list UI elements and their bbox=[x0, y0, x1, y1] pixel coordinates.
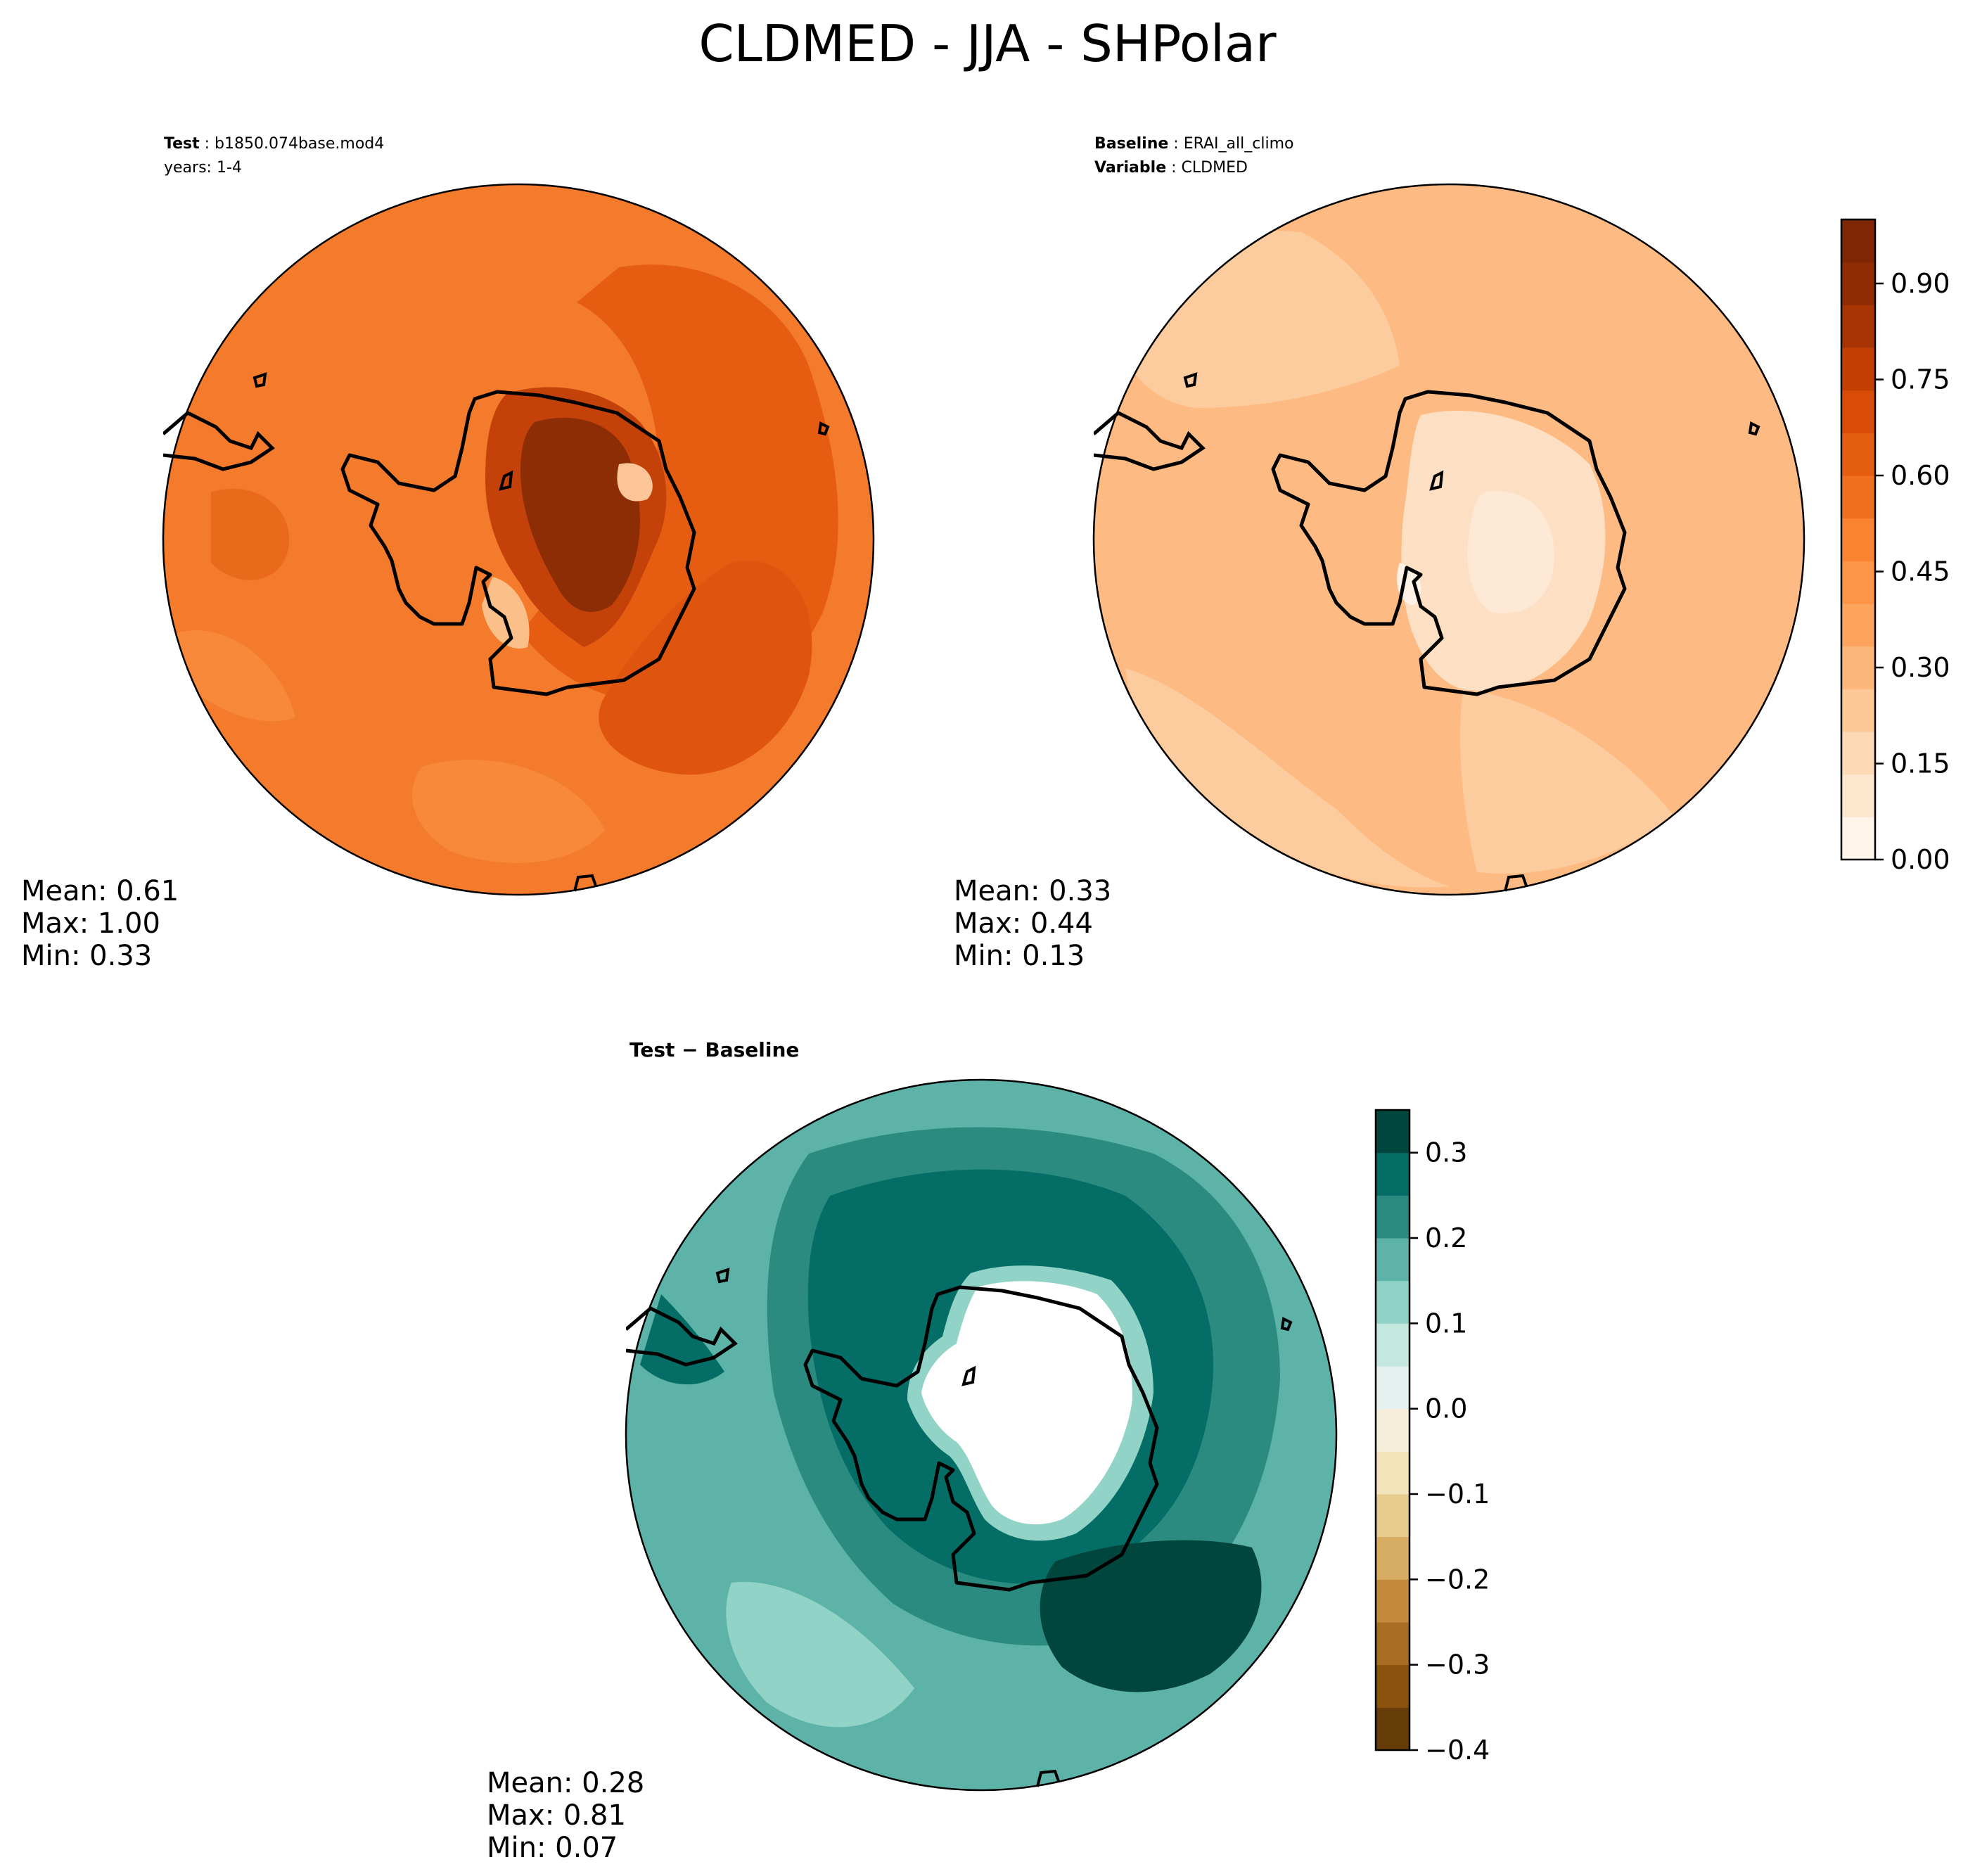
colorbar-diff-swatch bbox=[1376, 1323, 1410, 1367]
colorbar-diff-tick-label: −0.3 bbox=[1425, 1650, 1490, 1680]
colorbar-diff-frame bbox=[1374, 1109, 1411, 1751]
colorbar-top-tick-label: 0.15 bbox=[1891, 748, 1950, 779]
colorbar-diff-tick-label: 0.0 bbox=[1425, 1393, 1467, 1424]
colorbar-diff-tick-label: 0.3 bbox=[1425, 1137, 1467, 1168]
colorbar-diff: 0.3 0.2 0.1 0.0 −0.1 −0.2 −0.3 −0.4 bbox=[1374, 1109, 1490, 1766]
colorbar-diff-swatch bbox=[1376, 1152, 1410, 1196]
colorbar-top-tick-label: 0.30 bbox=[1891, 652, 1950, 683]
variable-header-label: Variable bbox=[1094, 159, 1167, 177]
colorbar-top-swatch bbox=[1841, 305, 1875, 348]
diff-max: Max: 0.81 bbox=[487, 1799, 626, 1832]
diff-header: Test − Baseline bbox=[629, 1038, 800, 1061]
colorbar-top-swatch bbox=[1841, 347, 1875, 391]
colorbar-diff-swatch bbox=[1376, 1366, 1410, 1410]
colorbar-top-swatch bbox=[1841, 219, 1875, 263]
colorbar-top-swatch bbox=[1841, 561, 1875, 604]
diff-min: Min: 0.07 bbox=[487, 1832, 618, 1864]
colorbar-top-swatch bbox=[1841, 433, 1875, 476]
colorbar-diff-swatch bbox=[1376, 1408, 1410, 1452]
colorbar-top-swatch bbox=[1841, 518, 1875, 561]
difference-map bbox=[625, 1078, 1338, 1792]
test-header-label: Test bbox=[164, 135, 200, 153]
colorbar-diff-swatch bbox=[1376, 1110, 1410, 1154]
test-map bbox=[162, 183, 875, 896]
baseline-stats: Mean: 0.33 Max: 0.44 Min: 0.13 bbox=[954, 875, 1111, 972]
colorbar-top: 0.00 0.15 0.30 0.45 0.60 0.75 0.90 bbox=[1840, 218, 1950, 875]
colorbar-top-swatch bbox=[1841, 390, 1875, 433]
colorbar-top-swatch bbox=[1841, 774, 1875, 817]
colorbar-diff-swatch bbox=[1376, 1451, 1410, 1495]
colorbar-top-tick-label: 0.90 bbox=[1891, 268, 1950, 299]
baseline-mean: Mean: 0.33 bbox=[954, 875, 1112, 907]
test-min: Min: 0.33 bbox=[21, 940, 153, 972]
colorbar-diff-swatch bbox=[1376, 1622, 1410, 1666]
colorbar-diff-tick-label: −0.2 bbox=[1425, 1564, 1490, 1595]
colorbar-diff-tick-label: 0.1 bbox=[1425, 1308, 1467, 1339]
colorbar-top-swatch bbox=[1841, 262, 1875, 305]
colorbar-top-tick-label: 0.45 bbox=[1891, 556, 1950, 587]
test-max: Max: 1.00 bbox=[21, 907, 160, 940]
test-header: Test : b1850.074base.mod4 years: 1-4 bbox=[164, 132, 384, 180]
colorbar-top-swatch bbox=[1841, 646, 1875, 689]
diff-mean: Mean: 0.28 bbox=[487, 1767, 645, 1799]
colorbar-top-swatch bbox=[1841, 689, 1875, 732]
baseline-header-value: ERAI_all_climo bbox=[1183, 135, 1294, 153]
baseline-header-label: Baseline bbox=[1094, 135, 1169, 153]
colorbar-top-swatch bbox=[1841, 476, 1875, 519]
baseline-max: Max: 0.44 bbox=[954, 907, 1093, 940]
colorbar-top-tick-label: 0.75 bbox=[1891, 364, 1950, 395]
colorbar-diff-swatch bbox=[1376, 1280, 1410, 1324]
test-mean: Mean: 0.61 bbox=[21, 875, 179, 907]
variable-header-value: CLDMED bbox=[1181, 159, 1248, 177]
colorbar-diff-tick-label: −0.4 bbox=[1425, 1735, 1490, 1766]
colorbar-top-swatch bbox=[1841, 732, 1875, 775]
colorbar-top-swatch bbox=[1841, 604, 1875, 647]
baseline-map bbox=[1092, 183, 1805, 896]
colorbar-diff-swatch bbox=[1376, 1238, 1410, 1282]
colorbar-diff-swatch bbox=[1376, 1664, 1410, 1708]
colorbar-diff-swatch bbox=[1376, 1494, 1410, 1538]
colorbar-top-frame bbox=[1840, 218, 1877, 861]
diff-stats: Mean: 0.28 Max: 0.81 Min: 0.07 bbox=[487, 1767, 644, 1864]
baseline-min: Min: 0.13 bbox=[954, 940, 1085, 972]
colorbar-top-swatch bbox=[1841, 817, 1875, 860]
colorbar-diff-swatch bbox=[1376, 1707, 1410, 1751]
colorbar-diff-swatch bbox=[1376, 1195, 1410, 1239]
colorbar-diff-swatch bbox=[1376, 1579, 1410, 1623]
colorbar-diff-swatch bbox=[1376, 1536, 1410, 1580]
test-stats: Mean: 0.61 Max: 1.00 Min: 0.33 bbox=[21, 875, 179, 972]
colorbar-top-tick-label: 0.00 bbox=[1891, 844, 1950, 875]
baseline-header: Baseline : ERAI_all_climo Variable : CLD… bbox=[1094, 135, 1294, 177]
figure-title: CLDMED - JJA - SHPolar bbox=[698, 14, 1277, 73]
colorbar-top-tick-label: 0.60 bbox=[1891, 460, 1950, 491]
colorbar-diff-tick-label: 0.2 bbox=[1425, 1223, 1467, 1253]
test-header-value: b1850.074base.mod4 bbox=[215, 135, 385, 153]
colorbar-diff-tick-label: −0.1 bbox=[1425, 1479, 1490, 1510]
test-header-years: years: 1-4 bbox=[164, 159, 242, 177]
